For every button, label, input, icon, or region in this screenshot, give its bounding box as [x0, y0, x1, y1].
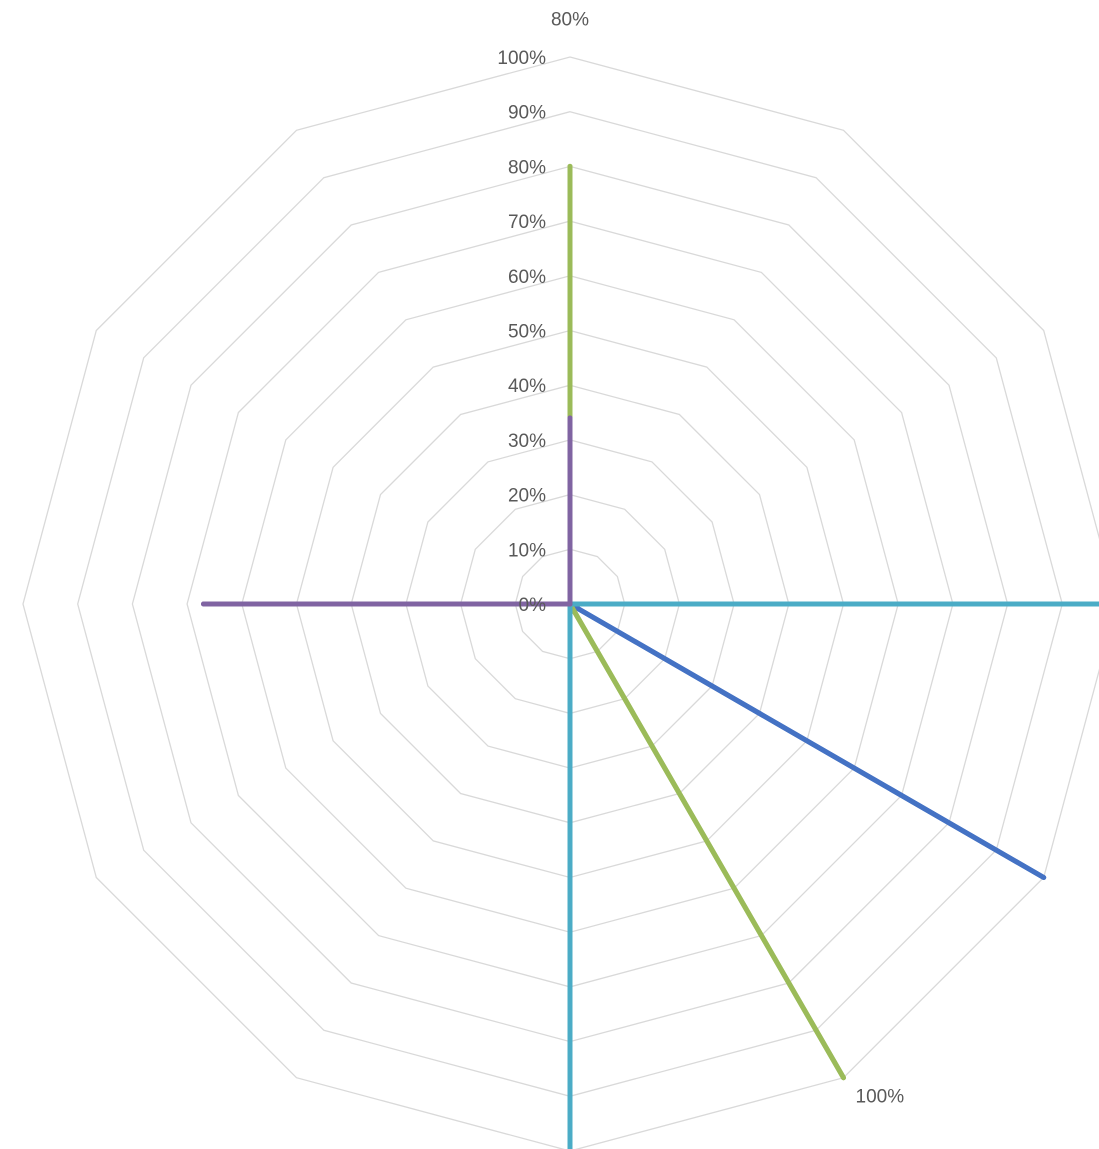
- radial-tick-label: 60%: [508, 267, 546, 288]
- data-label: 80%: [551, 9, 589, 30]
- radial-tick-labels: 0% 10% 20% 30% 40% 50% 60% 70% 80% 90% 100%: [497, 48, 546, 616]
- radial-tick-label: 0%: [519, 595, 547, 616]
- series-1: [567, 601, 1047, 880]
- gridline-ring-10: [22, 56, 1099, 1149]
- radial-tick-label: 40%: [508, 376, 546, 397]
- radial-tick-label: 30%: [508, 431, 546, 452]
- radial-tick-label: 20%: [508, 486, 546, 507]
- series-1-segment-4: [567, 601, 1047, 880]
- radial-tick-label: 90%: [508, 103, 546, 124]
- radial-tick-label: 10%: [508, 540, 546, 561]
- series-2: [567, 163, 846, 1081]
- radial-tick-label: 70%: [508, 212, 546, 233]
- radial-tick-label: 50%: [508, 322, 546, 343]
- series-3: [567, 601, 1099, 1149]
- radar-series: [201, 163, 1099, 1149]
- series-2-segment-5: [567, 601, 846, 1081]
- radial-tick-label: 100%: [497, 48, 546, 69]
- radial-tick-label: 80%: [508, 157, 546, 178]
- data-label: 100%: [856, 1087, 905, 1108]
- series-4: [201, 415, 573, 607]
- data-labels: 80% 100%: [551, 9, 904, 1107]
